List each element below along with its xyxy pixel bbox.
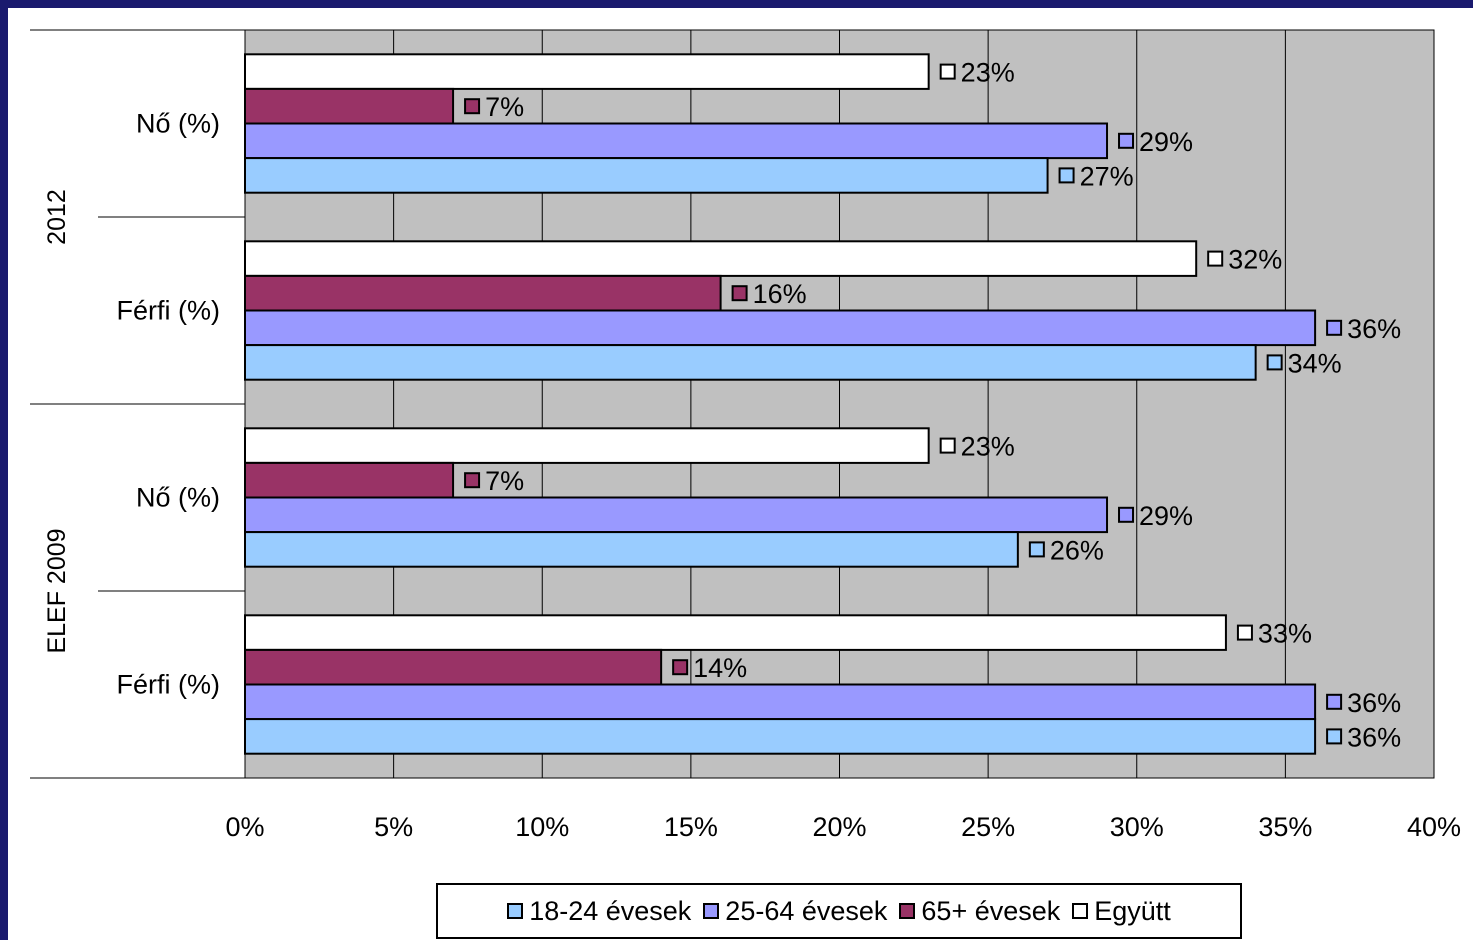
bar [244, 648, 663, 686]
category-label: Férfi (%) [117, 296, 221, 326]
data-label: 33% [1258, 619, 1312, 649]
x-tick-label: 35% [1258, 812, 1312, 842]
bar [244, 122, 1109, 160]
data-label: 29% [1139, 127, 1193, 157]
legend-swatch [899, 903, 916, 919]
data-label-marker [1326, 319, 1343, 336]
bar [244, 87, 455, 125]
data-label: 36% [1347, 314, 1401, 344]
data-label: 26% [1050, 535, 1104, 565]
bar [244, 240, 1198, 277]
x-tick-label: 25% [961, 812, 1015, 842]
legend-item: 18-24 évesek [507, 896, 691, 927]
bar [244, 531, 1019, 568]
legend-item: Együtt [1072, 896, 1171, 927]
legend-label: 25-64 évesek [725, 895, 888, 926]
x-tick-label: 30% [1110, 812, 1164, 842]
bar [244, 614, 1227, 651]
legend-swatch [703, 903, 720, 919]
bar [244, 718, 1317, 755]
data-label-marker [939, 63, 956, 80]
data-label-marker [1118, 506, 1135, 523]
x-tick-label: 40% [1407, 812, 1461, 842]
legend: 18-24 évesek 25-64 évesek 65+ évesek Együtt [436, 883, 1242, 939]
data-label: 32% [1228, 245, 1282, 275]
group-label: ELEF 2009 [43, 528, 71, 653]
bar [244, 53, 930, 90]
category-label: Nő (%) [136, 109, 220, 139]
group-label: 2012 [43, 189, 71, 245]
data-label-marker [1118, 132, 1135, 149]
data-label: 36% [1347, 722, 1401, 752]
data-label-marker [1058, 167, 1075, 184]
data-label-marker [1236, 624, 1253, 641]
data-label-marker [1028, 541, 1045, 558]
bar [244, 309, 1317, 347]
x-tick-label: 5% [374, 812, 413, 842]
data-label-marker [731, 285, 748, 302]
bar [244, 274, 722, 312]
data-label: 7% [485, 92, 524, 122]
data-label-marker [1326, 693, 1343, 710]
data-label: 36% [1347, 688, 1401, 718]
data-label: 23% [961, 58, 1015, 88]
category-label: Nő (%) [136, 483, 220, 513]
data-label-marker [939, 437, 956, 454]
legend-item: 65+ évesek [899, 896, 1060, 927]
bar-chart: 23%7%29%27%Nő (%)32%16%36%34%Férfi (%)23… [30, 29, 1461, 842]
bar [244, 683, 1317, 721]
legend-label: 18-24 évesek [529, 895, 692, 926]
bar [244, 344, 1257, 381]
legend-swatch [1072, 903, 1089, 919]
data-label: 29% [1139, 501, 1193, 531]
data-label-marker [1266, 354, 1283, 371]
category-label: Férfi (%) [117, 670, 221, 700]
legend-swatch [507, 903, 524, 919]
data-label: 23% [961, 432, 1015, 462]
data-label: 16% [753, 279, 807, 309]
data-label: 7% [485, 466, 524, 496]
data-label-marker [672, 659, 689, 676]
legend-label: Együtt [1094, 895, 1171, 926]
data-label-marker [464, 98, 481, 115]
x-tick-label: 0% [225, 812, 264, 842]
bar [244, 427, 930, 464]
chart-area: 23% 7% 29% 27% Nő (%) 32% 16% 36% 34% Férfi (%) 23… [8, 8, 1473, 940]
bar [244, 461, 455, 499]
data-label-marker [464, 472, 481, 489]
data-label: 34% [1288, 348, 1342, 378]
data-label: 27% [1080, 161, 1134, 191]
legend-item: 25-64 évesek [703, 896, 887, 927]
data-label-marker [1326, 728, 1343, 745]
x-tick-label: 20% [812, 812, 866, 842]
legend-label: 65+ évesek [921, 895, 1061, 926]
bar [244, 496, 1109, 534]
bar [244, 157, 1049, 194]
x-tick-label: 10% [515, 812, 569, 842]
x-tick-label: 15% [664, 812, 718, 842]
data-label: 14% [693, 653, 747, 683]
data-label-marker [1207, 250, 1224, 267]
